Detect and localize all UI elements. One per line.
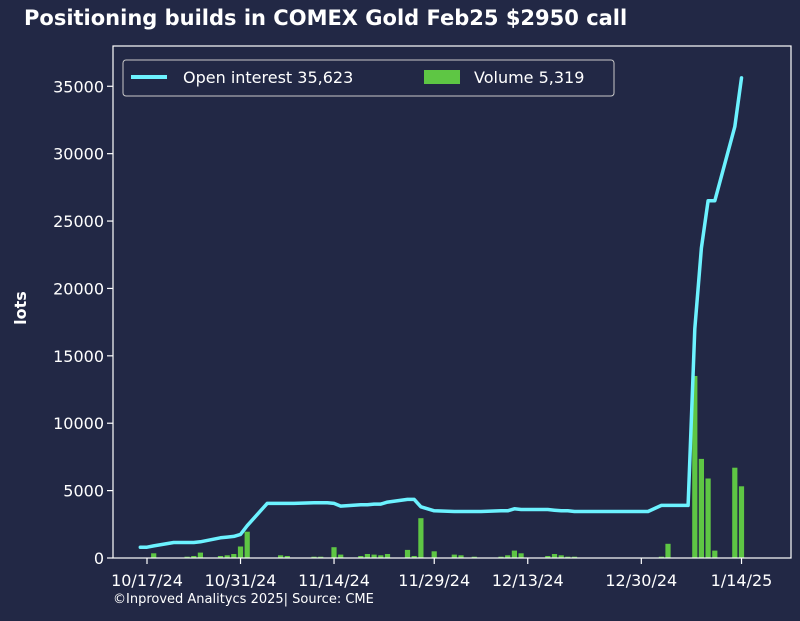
source-note: ©Inproved Analitycs 2025| Source: CME	[113, 592, 374, 607]
volume-bar-31	[545, 556, 551, 558]
volume-bar-7	[237, 546, 244, 558]
volume-bar-16	[364, 554, 370, 558]
volume-bar-27	[498, 556, 504, 558]
volume-bar-24	[451, 554, 457, 558]
x-tick-label-1: 10/31/24	[205, 571, 277, 590]
y-axis-label: lots	[11, 291, 30, 325]
volume-bar-36	[658, 556, 664, 558]
open-interest-line	[138, 76, 744, 549]
volume-bar-14	[338, 554, 344, 558]
volume-bar-15	[358, 556, 364, 558]
volume-bar-22	[418, 518, 424, 558]
y-tick-label-1: 5000	[63, 482, 104, 501]
volume-bar-39	[698, 458, 704, 558]
volume-bar-23	[431, 551, 437, 558]
legend-box	[122, 59, 615, 97]
y-tick-label-3: 15000	[53, 347, 104, 366]
volume-bar-43	[738, 486, 745, 558]
y-tick-label-5: 25000	[53, 212, 104, 231]
volume-bar-6	[231, 554, 237, 558]
chart-title: Positioning builds in COMEX Gold Feb25 $…	[24, 6, 628, 30]
volume-bar-32	[551, 554, 558, 558]
volume-bar-38	[692, 376, 698, 558]
volume-bar-30	[518, 553, 524, 558]
legend: Open interest 35,623 Volume 5,319	[122, 59, 615, 97]
volume-bar-34	[565, 556, 571, 558]
volume-bars	[151, 376, 745, 558]
volume-bar-13	[331, 547, 337, 558]
x-tick-label-5: 12/30/24	[605, 571, 677, 590]
volume-bar-29	[511, 550, 517, 558]
volume-bar-3	[197, 552, 203, 558]
y-tick-label-4: 20000	[53, 279, 104, 298]
y-tick-label-2: 10000	[53, 414, 104, 433]
x-tick-label-0: 10/17/24	[111, 571, 183, 590]
legend-open-interest-label: Open interest 35,623	[183, 68, 353, 87]
volume-bar-10	[284, 556, 290, 558]
volume-bar-11	[311, 556, 317, 558]
legend-volume-swatch	[424, 70, 460, 84]
volume-bar-9	[278, 555, 284, 558]
volume-bar-8	[244, 531, 250, 558]
open-interest-line-group	[138, 76, 744, 549]
volume-bar-17	[371, 554, 377, 558]
volume-bar-4	[217, 556, 224, 558]
volume-bar-26	[471, 556, 477, 558]
volume-bar-33	[558, 555, 564, 558]
y-tick-label-7: 35000	[53, 77, 104, 96]
y-tick-label-6: 30000	[53, 145, 104, 164]
volume-bar-21	[411, 556, 417, 558]
volume-bar-5	[224, 555, 230, 558]
y-tick-label-0: 0	[94, 549, 104, 568]
volume-bar-28	[505, 555, 511, 558]
volume-bar-37	[665, 543, 671, 558]
x-axis-ticks: 10/17/24 10/31/24 11/14/24 11/29/24 12/13/24…	[111, 558, 772, 590]
volume-bar-18	[378, 555, 384, 558]
volume-bar-35	[571, 556, 578, 558]
volume-bar-0	[151, 553, 157, 558]
x-tick-label-2: 11/14/24	[298, 571, 370, 590]
volume-bar-12	[318, 556, 324, 558]
volume-bar-25	[458, 555, 464, 558]
volume-bar-42	[732, 467, 738, 558]
x-tick-label-6: 1/14/25	[711, 571, 773, 590]
volume-bar-1	[184, 556, 190, 558]
x-tick-label-4: 12/13/24	[492, 571, 564, 590]
plot-frame	[112, 45, 792, 559]
volume-bar-2	[191, 556, 197, 558]
legend-volume-label: Volume 5,319	[474, 68, 584, 87]
y-axis-ticks: 0 5000 10000 15000 20000 25000 30000 35000	[53, 77, 113, 568]
volume-bar-41	[712, 550, 718, 558]
volume-bar-40	[705, 478, 711, 558]
volume-bar-19	[384, 554, 391, 558]
x-tick-label-3: 11/29/24	[398, 571, 470, 590]
volume-bar-20	[404, 549, 411, 558]
